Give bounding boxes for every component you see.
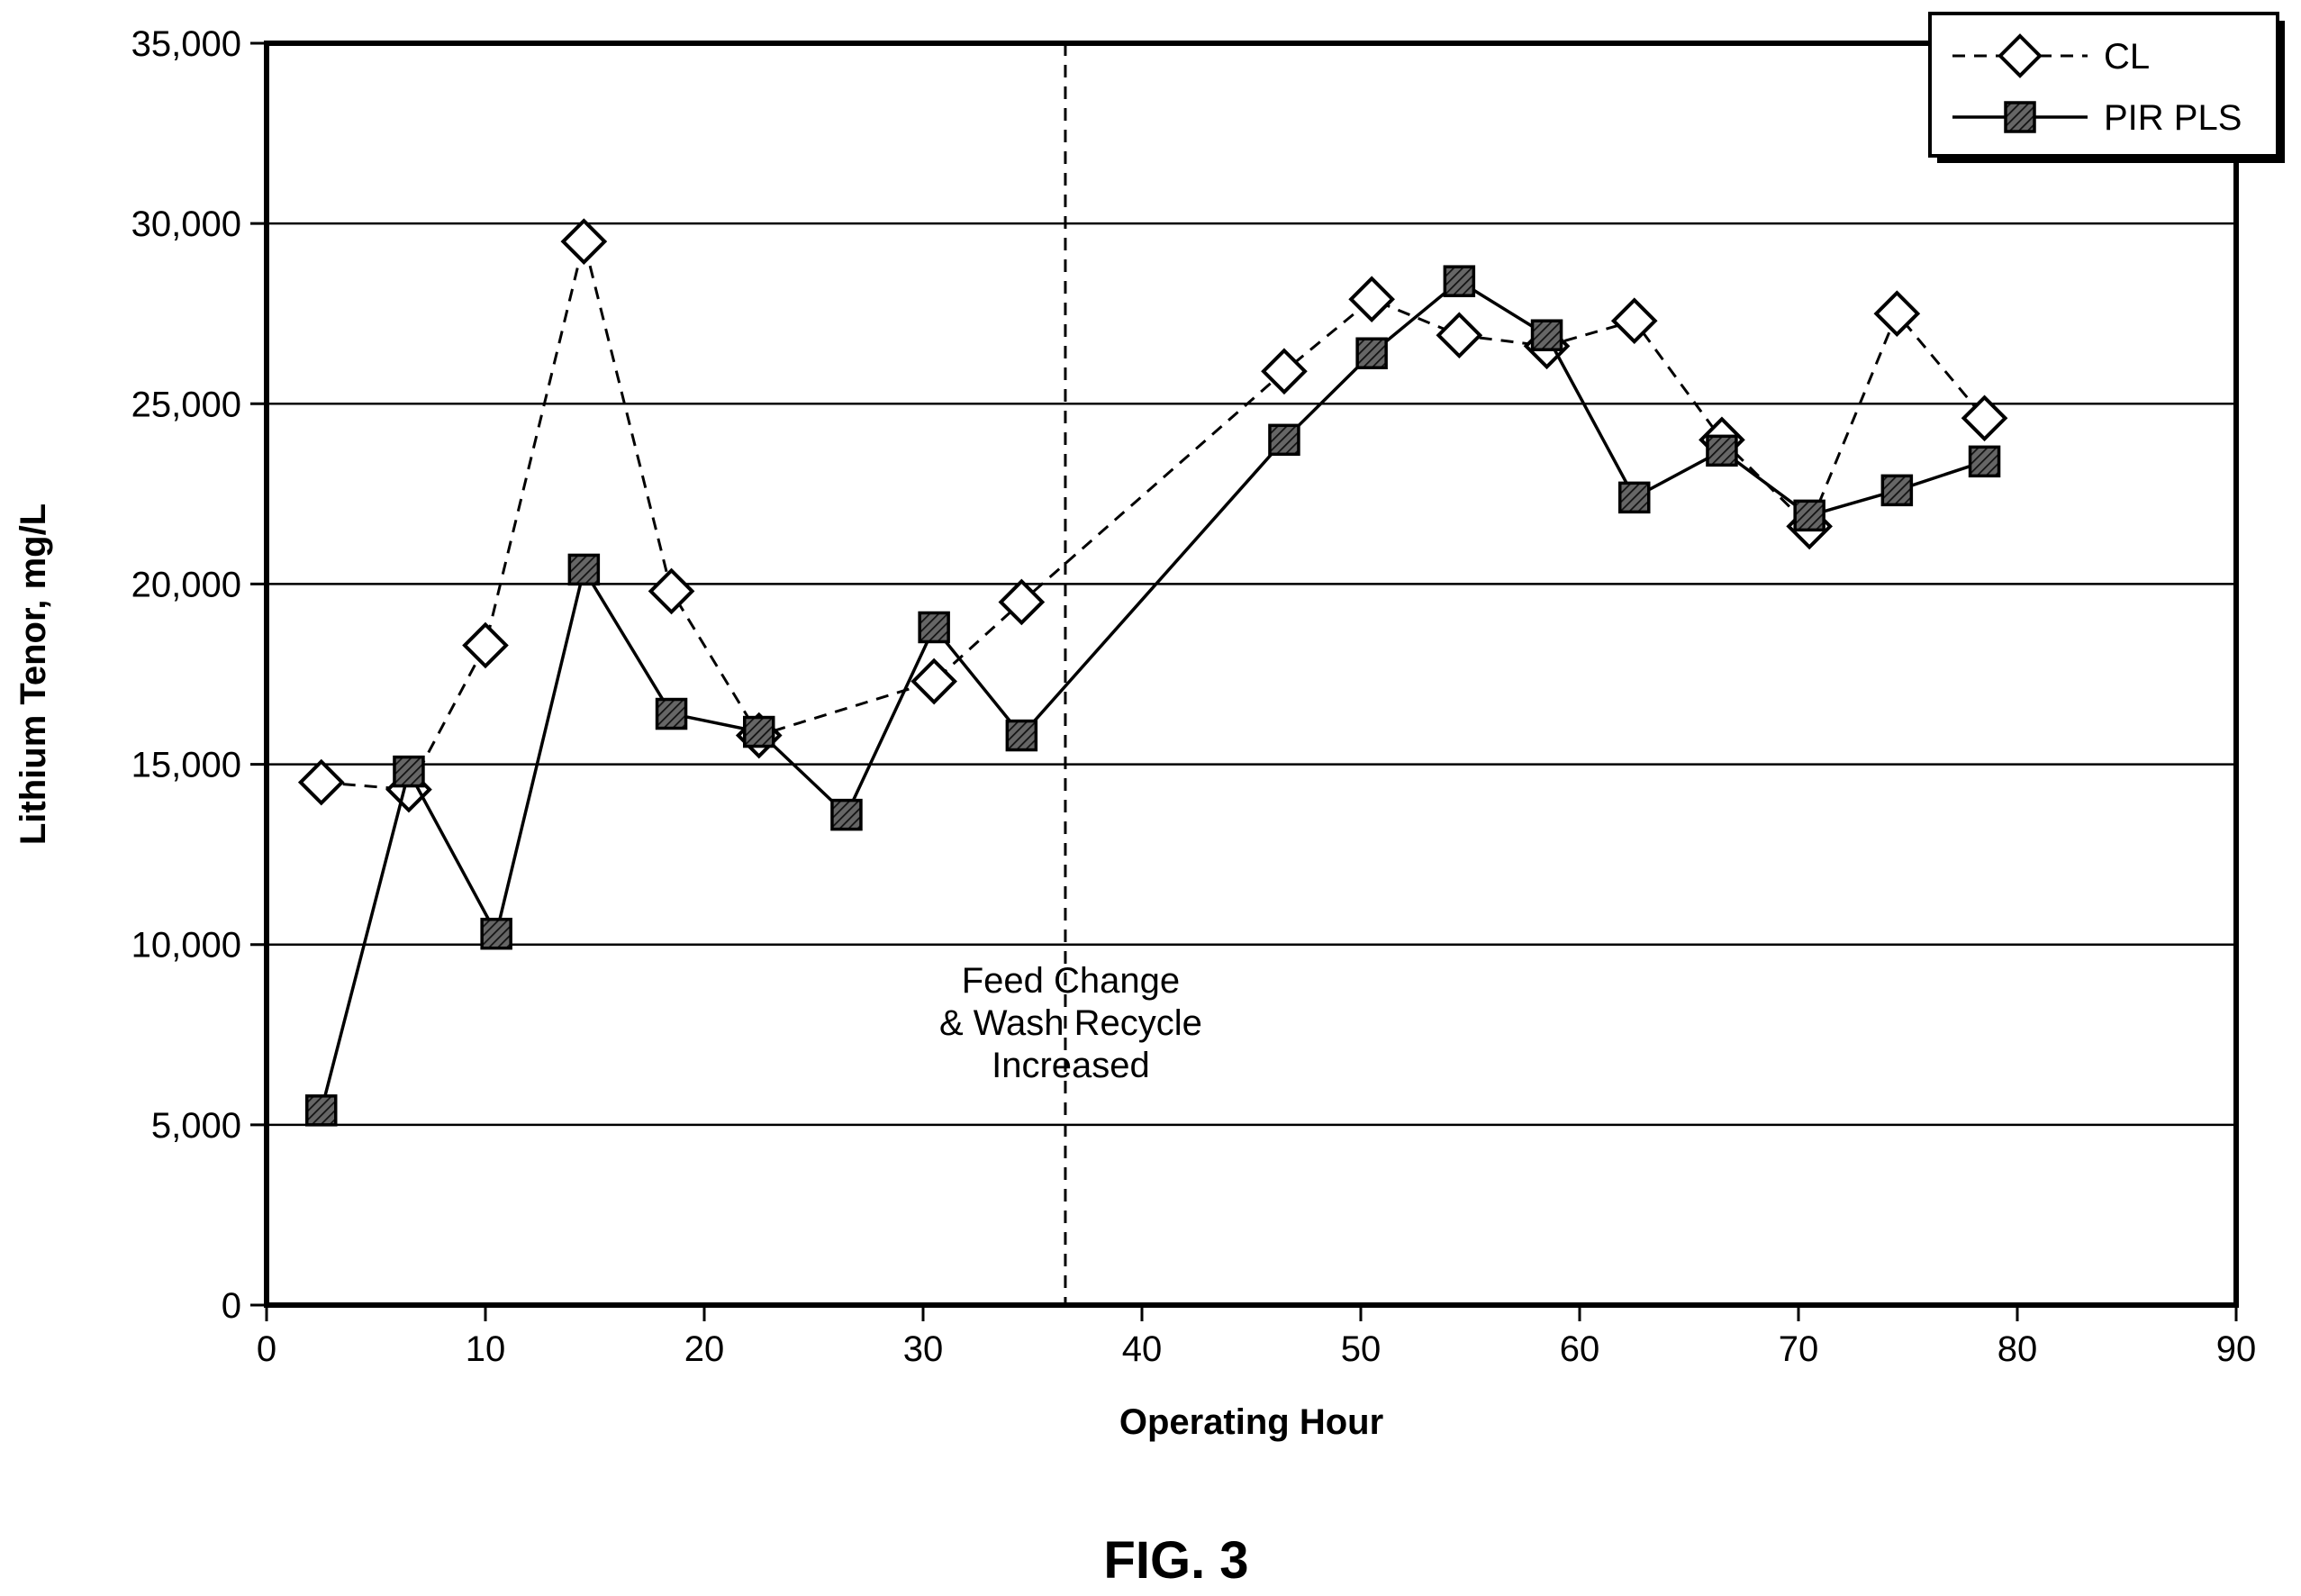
data-point-diamond [1873, 290, 1921, 338]
legend-pir-pls-marker [2004, 101, 2036, 133]
data-point-square [1706, 434, 1738, 467]
x-tick-label: 10 [466, 1329, 506, 1369]
y-tick-label: 15,000 [131, 746, 241, 785]
data-point-diamond [648, 567, 695, 615]
data-point-square [1443, 265, 1476, 297]
data-point-square [567, 553, 601, 586]
data-point-square [655, 697, 688, 730]
legend-pir-pls-label: PIR PLS [2104, 98, 2242, 138]
x-tick-label: 40 [1122, 1329, 1163, 1369]
series-line [321, 240, 1986, 792]
data-point-square [1968, 445, 2001, 478]
data-point-diamond [1961, 394, 2008, 442]
x-axis-ticks: 0 10 20 30 40 50 60 70 80 90 [257, 1305, 2256, 1369]
data-point-square [1268, 423, 1300, 457]
data-point-square [1793, 499, 1825, 532]
annotation-line: & Wash Recycle [939, 1003, 1202, 1043]
y-tick-label: 35,000 [131, 24, 241, 64]
plot-frame [264, 41, 2239, 1308]
y-tick-label: 20,000 [131, 565, 241, 604]
horizontal-gridlines [267, 222, 2236, 1127]
data-point-square [1355, 337, 1388, 369]
data-point-square [1618, 481, 1651, 514]
data-point-diamond [998, 578, 1046, 626]
data-point-square [305, 1094, 338, 1127]
data-point-diamond [462, 621, 509, 669]
data-point-diamond [1436, 312, 1483, 359]
x-tick-label: 70 [1779, 1329, 1819, 1369]
data-point-square [1880, 474, 1914, 507]
annotation-line: Increased [992, 1046, 1150, 1085]
data-point-square [918, 611, 950, 644]
data-point-diamond [910, 657, 957, 705]
y-tick-label: 10,000 [131, 926, 241, 966]
series-cl [297, 218, 2008, 813]
series-layer [297, 218, 2008, 1127]
legend: CL PIR PLS [1928, 12, 2285, 163]
legend-cl-marker [1998, 33, 2043, 78]
legend-cl-label: CL [2104, 37, 2150, 77]
data-point-diamond [297, 758, 345, 806]
figure-caption: FIG. 3 [1103, 1531, 1248, 1590]
data-point-square [393, 755, 425, 788]
y-axis-ticks: 0 5,000 10,000 15,000 20,000 25,000 30,000 35,0… [131, 24, 267, 1326]
y-tick-label: 30,000 [131, 204, 241, 244]
x-tick-label: 0 [257, 1329, 276, 1369]
x-tick-label: 80 [1998, 1329, 2038, 1369]
y-tick-label: 0 [222, 1286, 241, 1326]
x-tick-label: 30 [903, 1329, 944, 1369]
x-tick-label: 20 [684, 1329, 725, 1369]
x-axis-title: Operating Hour [1119, 1402, 1383, 1442]
y-axis-title: Lithium Tenor, mg/L [14, 503, 53, 845]
data-point-diamond [1610, 297, 1658, 345]
data-point-diamond [1261, 348, 1308, 395]
data-point-square [480, 917, 512, 950]
x-tick-label: 60 [1560, 1329, 1600, 1369]
legend-box [1928, 12, 2279, 158]
annotation-line: Feed Change [962, 961, 1180, 1001]
x-tick-label: 50 [1341, 1329, 1382, 1369]
data-point-square [743, 715, 775, 748]
x-tick-label: 90 [2216, 1329, 2257, 1369]
y-tick-label: 25,000 [131, 385, 241, 424]
data-point-diamond [560, 218, 608, 265]
data-point-square [1530, 319, 1563, 351]
data-point-square [1005, 719, 1038, 752]
y-tick-label: 5,000 [151, 1106, 241, 1146]
data-point-diamond [1348, 276, 1395, 323]
series-pir-pls [305, 265, 2001, 1127]
data-point-square [830, 798, 863, 831]
